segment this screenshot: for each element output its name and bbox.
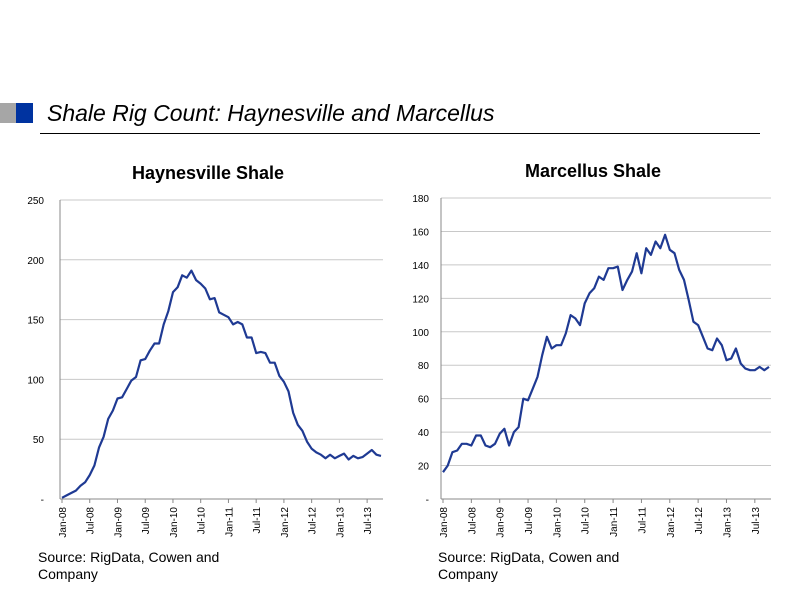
haynesville-x-tick-label: Jan-10 [169, 507, 180, 538]
title-accent-blue-block [16, 103, 33, 123]
haynesville-x-tick-label: Jul-12 [308, 507, 319, 535]
marcellus-y-tick-label: 80 [418, 361, 430, 372]
marcellus-x-tick-label: Jul-08 [467, 507, 478, 535]
marcellus-y-tick-label: 140 [412, 261, 429, 272]
title-divider [40, 133, 760, 134]
haynesville-source-note: Source: RigData, Cowen and Company [38, 549, 220, 582]
haynesville-x-tick-label: Jul-11 [252, 507, 263, 534]
marcellus-x-tick-label: Jan-13 [722, 507, 733, 538]
marcellus-y-tick-label: 60 [418, 395, 430, 406]
haynesville-x-tick-label: Jul-08 [86, 507, 97, 535]
haynesville-y-tick-label: 100 [27, 375, 44, 386]
haynesville-y-tick-label: - [41, 495, 44, 506]
marcellus-x-tick-label: Jan-09 [496, 507, 507, 538]
haynesville-series-line [61, 269, 382, 499]
haynesville-x-tick-label: Jan-09 [113, 507, 124, 538]
marcellus-x-tick-label: Jul-12 [694, 507, 705, 535]
haynesville-y-tick-label: 250 [27, 196, 44, 207]
marcellus-y-tick-label: 20 [418, 462, 430, 473]
marcellus-x-tick-label: Jul-10 [581, 507, 592, 535]
marcellus-y-tick-label: 180 [412, 194, 429, 205]
haynesville-y-tick-label: 150 [27, 316, 44, 327]
marcellus-x-tick-label: Jul-11 [637, 507, 648, 534]
marcellus-x-tick-label: Jan-11 [609, 507, 620, 537]
haynesville-y-tick-label: 50 [33, 435, 45, 446]
marcellus-x-tick-label: Jan-08 [439, 507, 450, 538]
haynesville-x-tick-label: Jul-10 [197, 507, 208, 535]
marcellus-x-tick-label: Jan-10 [552, 507, 563, 538]
marcellus-source-note: Source: RigData, Cowen and Company [438, 549, 620, 582]
marcellus-y-tick-label: - [426, 495, 429, 506]
haynesville-y-tick-label: 200 [27, 256, 44, 267]
marcellus-y-tick-label: 160 [412, 227, 429, 238]
haynesville-x-tick-label: Jul-13 [363, 507, 374, 535]
marcellus-chart-title: Marcellus Shale [524, 161, 662, 181]
marcellus-y-tick-label: 100 [412, 328, 429, 339]
slide-title: Shale Rig Count: Haynesville and Marcell… [47, 100, 495, 126]
haynesville-x-tick-label: Jul-09 [141, 507, 152, 535]
haynesville-x-tick-label: Jan-08 [58, 507, 69, 538]
haynesville-chart-title: Haynesville Shale [131, 163, 285, 183]
haynesville-x-tick-label: Jan-13 [335, 507, 346, 538]
marcellus-y-tick-label: 120 [412, 294, 429, 305]
haynesville-x-tick-label: Jan-11 [224, 507, 235, 537]
marcellus-x-tick-label: Jan-12 [666, 507, 677, 538]
title-accent-gray-block [0, 103, 16, 123]
marcellus-series-line [442, 233, 770, 473]
marcellus-x-tick-label: Jul-09 [524, 507, 535, 535]
haynesville-x-tick-label: Jan-12 [280, 507, 291, 538]
marcellus-y-tick-label: 40 [418, 428, 430, 439]
marcellus-x-tick-label: Jul-13 [751, 507, 762, 535]
